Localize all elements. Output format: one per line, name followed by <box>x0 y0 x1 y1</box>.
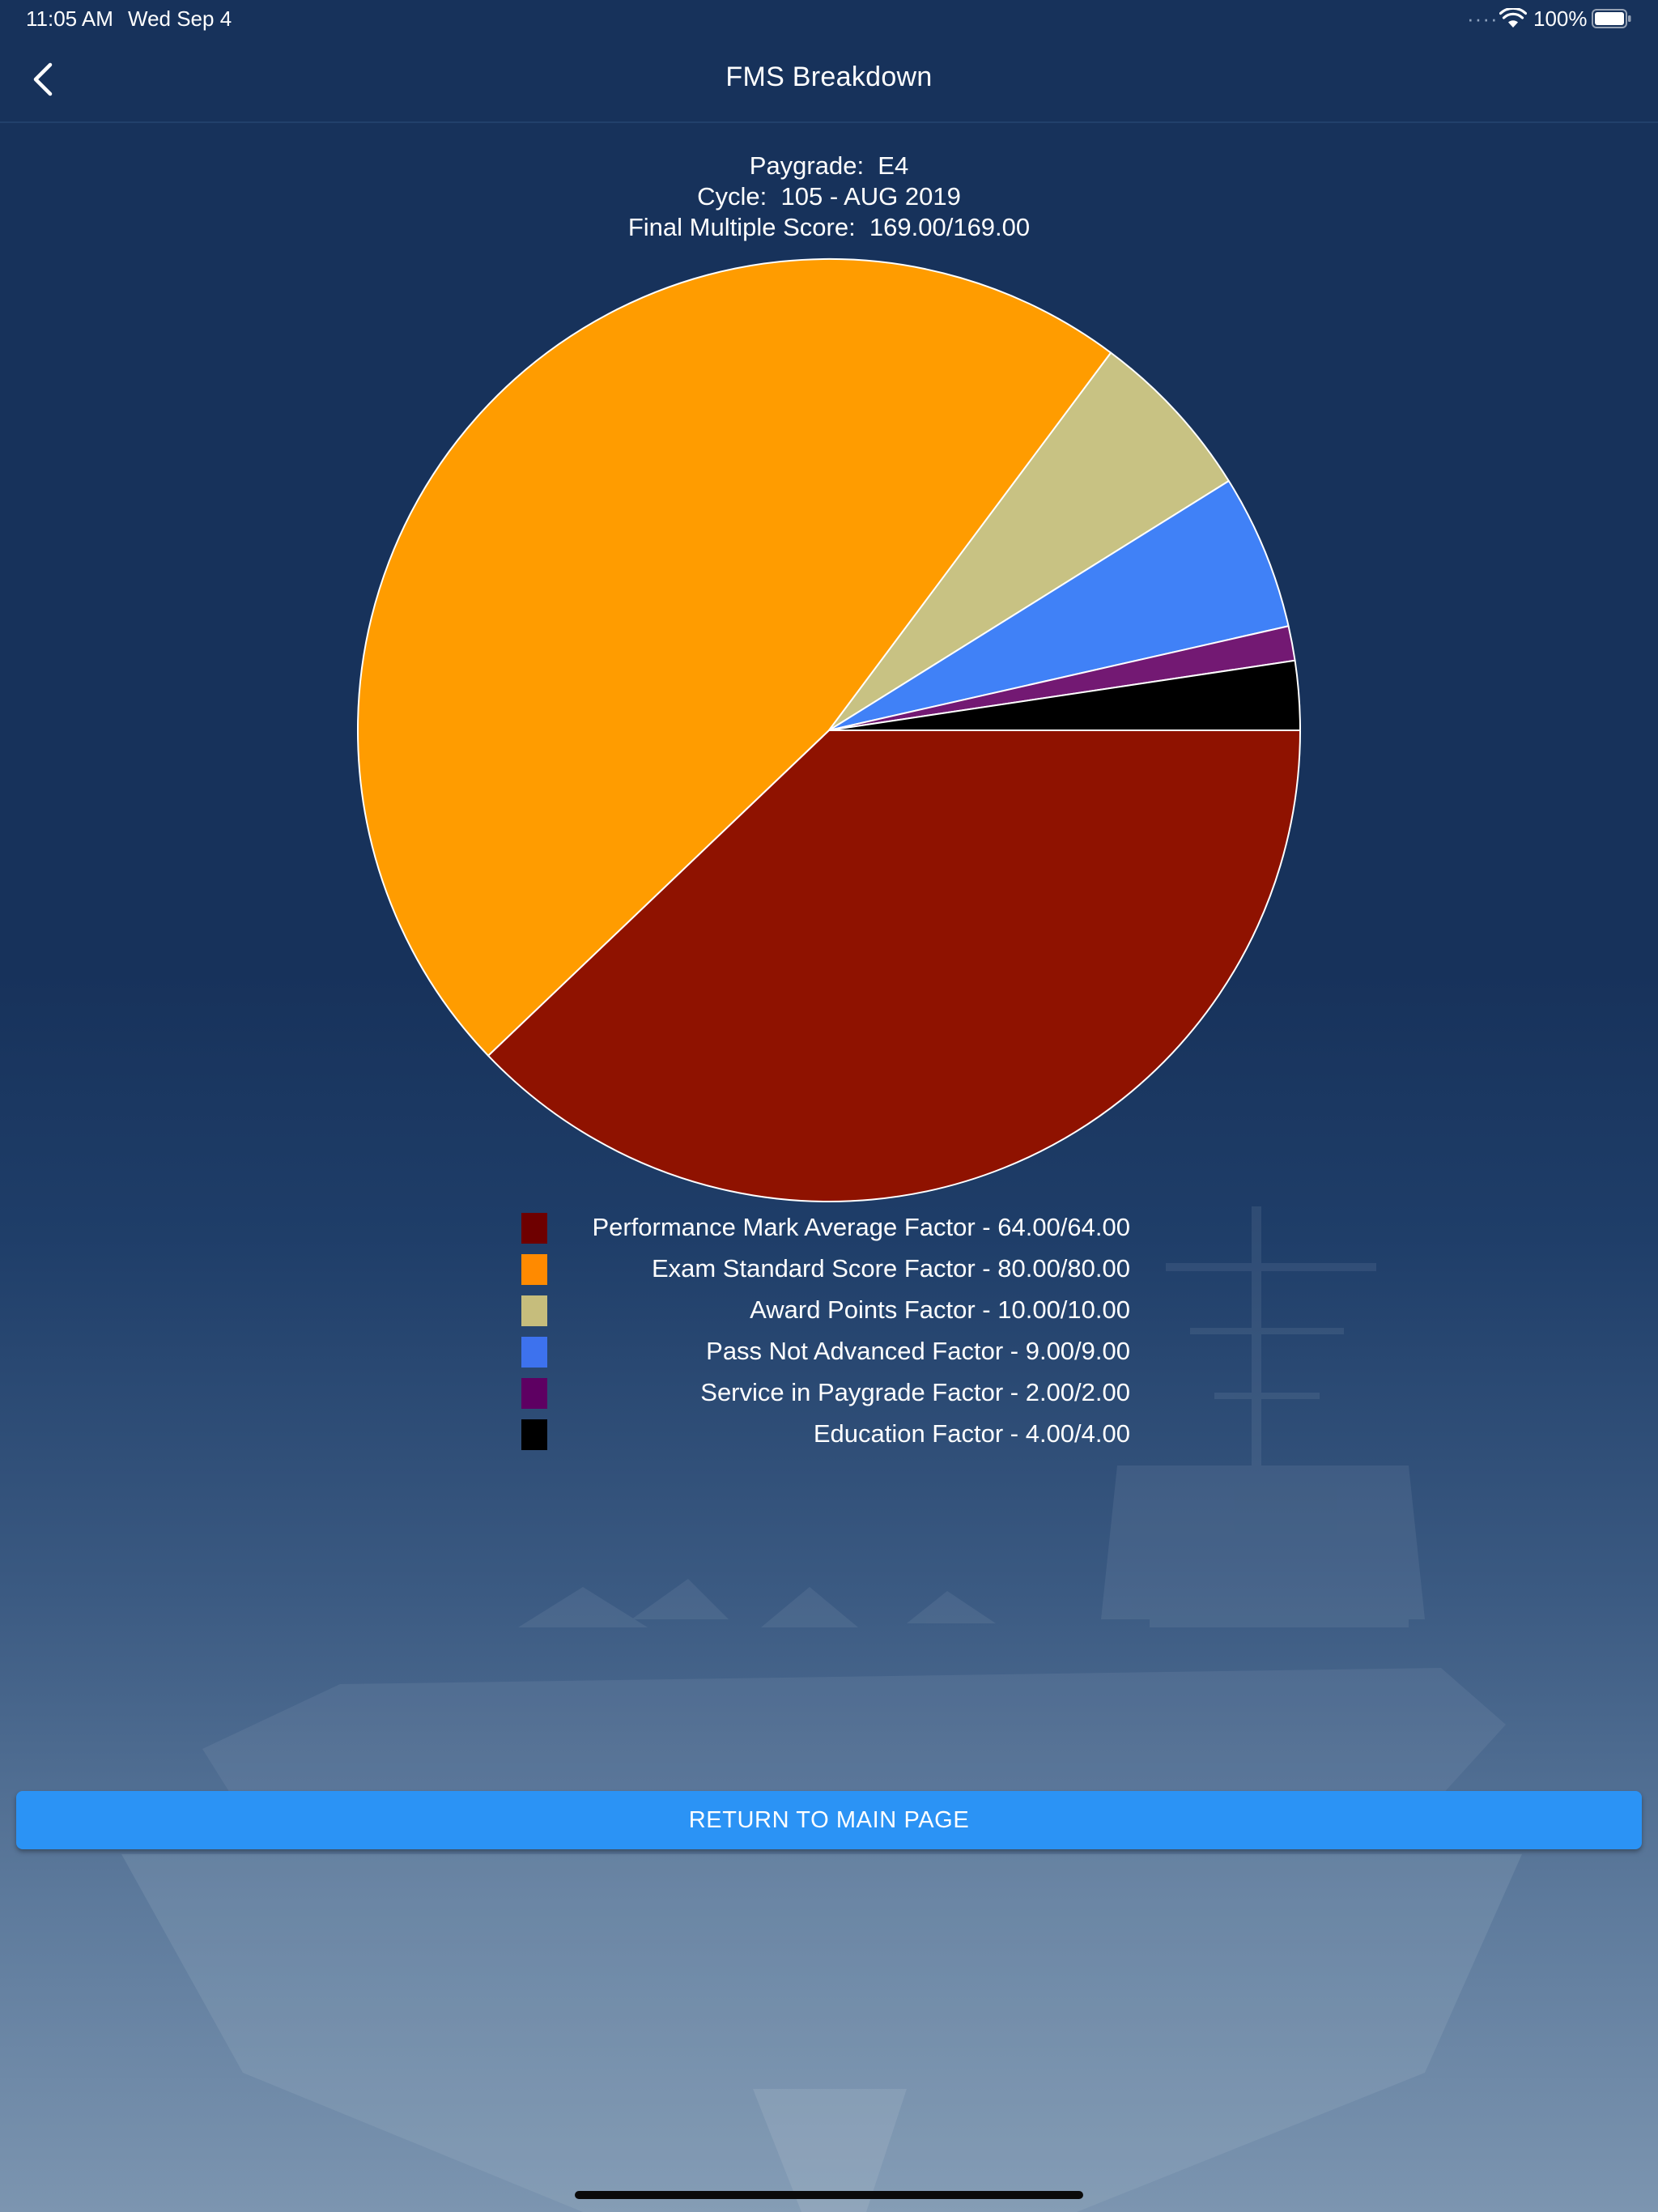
battery-icon <box>1592 9 1631 28</box>
pie-slice <box>487 730 1301 1202</box>
status-time: 11:05 AM <box>26 6 113 31</box>
legend-label: Pass Not Advanced Factor - 9.00/9.00 <box>706 1337 1130 1365</box>
battery-percent: 100% <box>1533 6 1588 31</box>
pie-slice <box>357 258 1112 1057</box>
home-indicator[interactable] <box>575 2191 1083 2199</box>
fms-pie-chart <box>357 258 1301 1202</box>
status-date: Wed Sep 4 <box>128 6 232 31</box>
legend-label: Education Factor - 4.00/4.00 <box>813 1419 1130 1448</box>
legend-swatch <box>521 1254 547 1285</box>
signal-dots-icon: ···· <box>1467 6 1499 31</box>
legend-label: Service in Paygrade Factor - 2.00/2.00 <box>700 1378 1130 1406</box>
cycle-label: Cycle: 105 - AUG 2019 <box>697 182 961 211</box>
chart-legend: Performance Mark Average Factor - 64.00/… <box>521 1208 1130 1456</box>
legend-item: Education Factor - 4.00/4.00 <box>521 1414 1130 1456</box>
pie-slice <box>828 351 1230 731</box>
page-title: FMS Breakdown <box>725 62 933 92</box>
legend-item: Exam Standard Score Factor - 80.00/80.00 <box>521 1249 1130 1291</box>
legend-swatch <box>521 1337 547 1368</box>
paygrade-label: Paygrade: E4 <box>749 151 909 180</box>
pie-slice <box>828 659 1301 731</box>
navigation-bar: FMS Breakdown <box>0 39 1658 123</box>
legend-swatch <box>521 1295 547 1326</box>
legend-label: Performance Mark Average Factor - 64.00/… <box>592 1213 1130 1241</box>
pie-slice <box>828 479 1290 731</box>
legend-label: Award Points Factor - 10.00/10.00 <box>750 1295 1130 1324</box>
wifi-icon <box>1499 8 1527 28</box>
chevron-left-icon[interactable] <box>24 58 62 100</box>
legend-item: Performance Mark Average Factor - 64.00/… <box>521 1208 1130 1249</box>
legend-item: Pass Not Advanced Factor - 9.00/9.00 <box>521 1332 1130 1373</box>
legend-swatch <box>521 1378 547 1409</box>
return-to-main-page-button[interactable]: RETURN TO MAIN PAGE <box>16 1791 1642 1849</box>
legend-item: Award Points Factor - 10.00/10.00 <box>521 1291 1130 1332</box>
status-bar: 11:05 AM Wed Sep 4 ···· 100% <box>0 0 1658 39</box>
legend-swatch <box>521 1419 547 1450</box>
score-summary: Paygrade: E4 Cycle: 105 - AUG 2019 Final… <box>0 151 1658 243</box>
final-score-label: Final Multiple Score: 169.00/169.00 <box>627 213 1031 241</box>
legend-swatch <box>521 1213 547 1244</box>
legend-item: Service in Paygrade Factor - 2.00/2.00 <box>521 1373 1130 1414</box>
legend-label: Exam Standard Score Factor - 80.00/80.00 <box>651 1254 1130 1283</box>
